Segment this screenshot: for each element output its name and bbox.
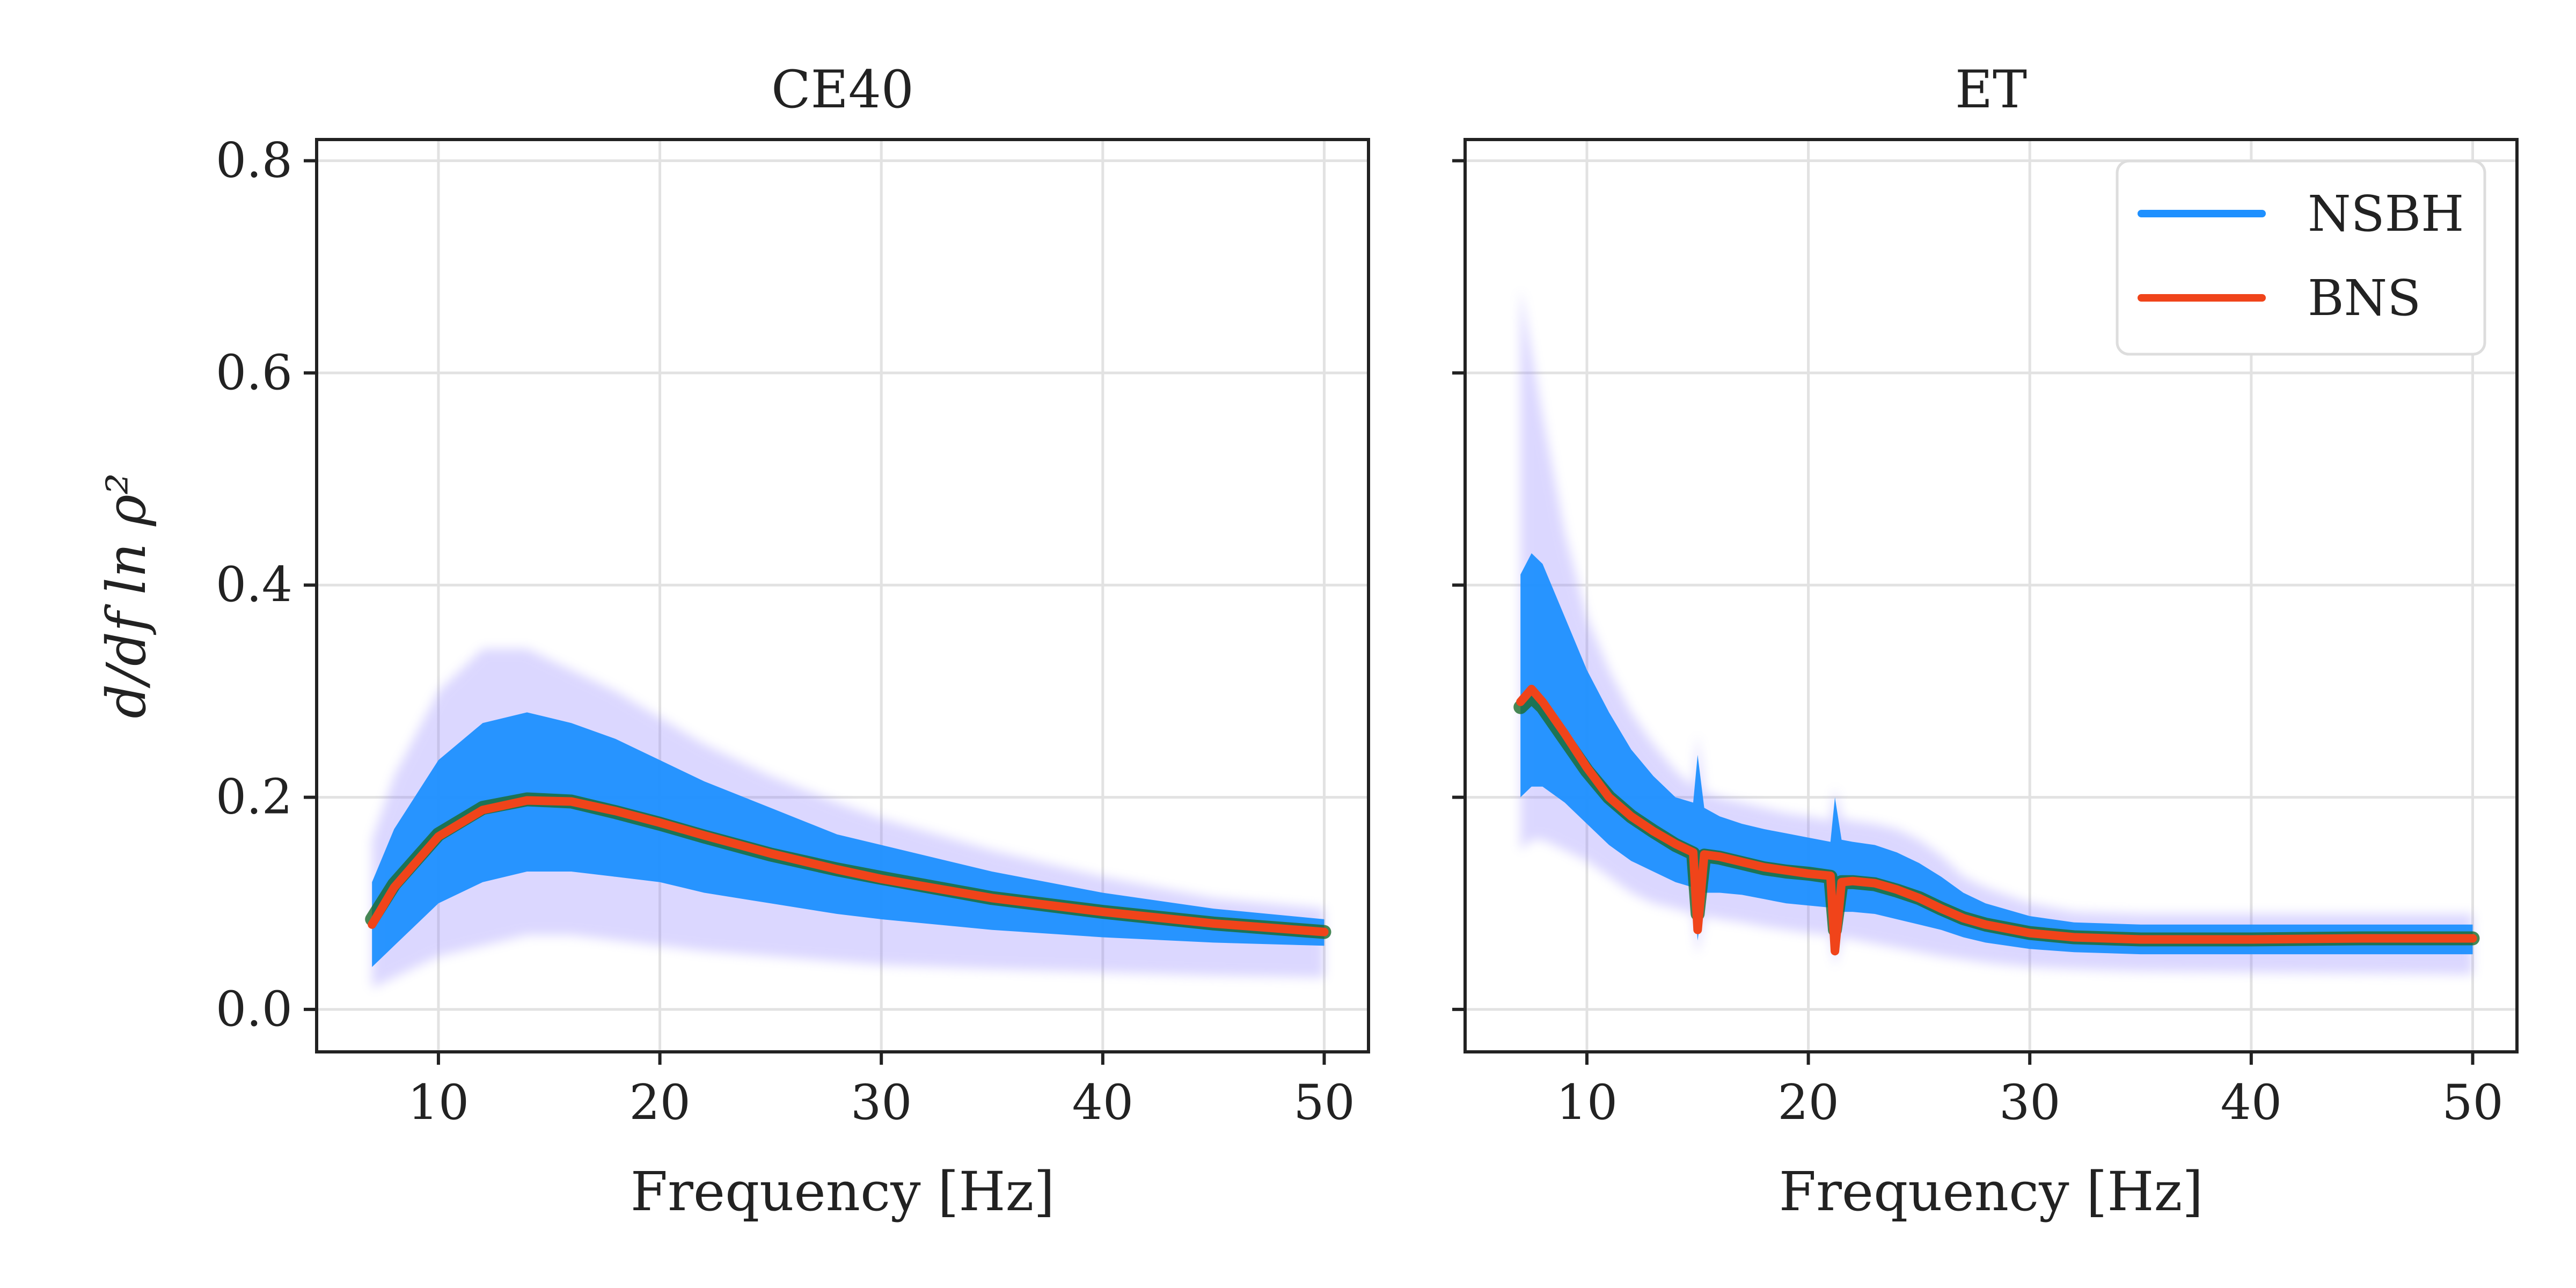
bns-line [368, 796, 1329, 936]
legend-label-nsbh: NSBH [2308, 185, 2464, 243]
x-tick-label: 30 [1999, 1074, 2061, 1131]
x-tick-label: 20 [629, 1074, 691, 1131]
x-tick-label: 50 [1293, 1074, 1355, 1131]
x-axis-label: Frequency [Hz] [1779, 1160, 2204, 1223]
legend: NSBH BNS [2116, 159, 2486, 356]
x-tick-label: 50 [2442, 1074, 2504, 1131]
y-axis-label: d/df ln ρ² [95, 473, 158, 719]
nsbh-band [1520, 553, 2473, 957]
y-tick-label: 0.2 [216, 769, 292, 825]
x-tick-label: 20 [1777, 1074, 1839, 1131]
axes-frame [1463, 138, 2519, 1053]
x-axis-label: Frequency [Hz] [631, 1160, 1055, 1223]
panel-title: CE40 [771, 60, 914, 120]
ticks: 10 20 30 40 50 [1452, 159, 2504, 1131]
x-tick-label: 40 [1072, 1074, 1134, 1131]
x-tick-label: 40 [2221, 1074, 2282, 1131]
legend-box [2116, 159, 2486, 356]
x-tick-label: 10 [1556, 1074, 1618, 1131]
y-tick-label: 0.0 [216, 981, 292, 1037]
panel-et: 10 20 30 40 50 ET Frequency [Hz] NSBH BNS [1452, 60, 2519, 1223]
panel-title: ET [1955, 60, 2027, 120]
y-tick-label: 0.4 [216, 557, 292, 613]
ticks: 10 20 30 40 50 0.0 0.2 0.4 0.6 0.8 [216, 133, 1355, 1131]
y-tick-label: 0.6 [216, 345, 292, 401]
x-tick-label: 30 [851, 1074, 912, 1131]
panel-ce40: 10 20 30 40 50 0.0 0.2 0.4 0.6 0.8 CE40 Frequency… [95, 60, 1370, 1223]
legend-label-bns: BNS [2308, 269, 2421, 327]
x-tick-label: 10 [408, 1074, 470, 1131]
axes-frame [315, 138, 1370, 1053]
bns-line [1516, 685, 2477, 956]
y-tick-label: 0.8 [216, 133, 292, 189]
